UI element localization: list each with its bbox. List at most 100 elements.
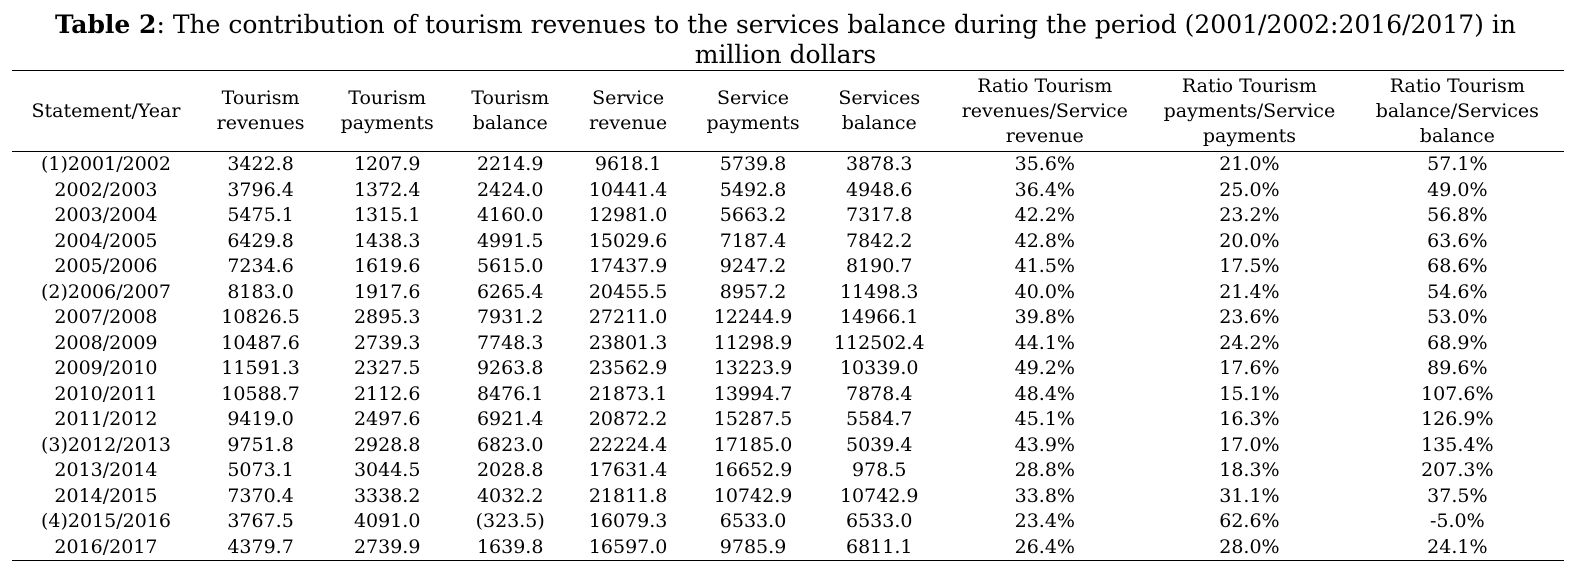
table-label: Table 2: [55, 10, 157, 39]
table-cell: 49.2%: [1014, 357, 1075, 380]
table-cell: 21.4%: [1219, 280, 1280, 303]
table-cell: 6921.4: [476, 408, 544, 431]
table-cell: 10441.4: [588, 178, 668, 201]
col-header-tourism-revenues: Tourism revenues: [199, 70, 322, 152]
table-row: 2003/2004 5475.1 1315.1 4160.0 12981.0 5663.2…: [12, 203, 1564, 229]
table-cell: 17.6%: [1219, 357, 1280, 380]
table-cell: 3796.4: [227, 178, 294, 201]
table-cell: 8476.1: [476, 382, 544, 405]
table-cell: 2739.9: [321, 534, 454, 561]
table-cell: 5584.7: [846, 408, 913, 431]
table-cell: 22224.4: [588, 433, 668, 456]
table-cell: 3767.5: [227, 510, 294, 533]
table-row: 2009/2010 11591.3 2327.5 9263.8 23562.9 13223…: [12, 356, 1564, 382]
table-cell: 10742.9: [713, 484, 793, 507]
table-cell: 15287.5: [713, 408, 793, 431]
table-cell-year: (1)2001/2002: [40, 153, 171, 176]
table-cell: 21873.1: [588, 382, 668, 405]
table-cell: 7842.2: [846, 229, 913, 252]
col-header-ratio-payments: Ratio Tourism payments/Service payments: [1148, 70, 1351, 152]
table-cell: 8957.2: [719, 280, 787, 303]
table-cell-year: 2008/2009: [54, 331, 158, 354]
table-cell: 2497.6: [353, 408, 421, 431]
table-cell: 25.0%: [1219, 178, 1280, 201]
table-cell: 14966.1: [839, 306, 919, 329]
table-cell: 11591.3: [221, 357, 300, 380]
table-cell: 6265.4: [476, 280, 544, 303]
table-row: 2005/2006 7234.6 1619.6 5615.0 17437.9 9247.2…: [12, 254, 1564, 280]
table-cell: 1372.4: [353, 178, 421, 201]
table-cell: 23801.3: [588, 331, 668, 354]
table-cell: 4160.0: [476, 204, 544, 227]
table-cell: 10487.6: [221, 331, 300, 354]
table-row: 2013/2014 5073.1 3044.5 2028.8 17631.4 16652.…: [12, 458, 1564, 484]
table-cell: 20.0%: [1219, 229, 1280, 252]
table-cell: 10588.7: [221, 382, 300, 405]
table-cell: 62.6%: [1219, 510, 1280, 533]
table-row: (3)2012/2013 9751.8 2928.8 6823.0 22224.4 171…: [12, 433, 1564, 459]
table-cell: 35.6%: [1014, 153, 1075, 176]
table-cell: 21811.8: [588, 484, 668, 507]
table-cell-year: 2013/2014: [54, 459, 158, 482]
table-cell: 5739.8: [719, 153, 787, 176]
table-title: : The contribution of tourism revenues t…: [156, 10, 1516, 69]
table-cell: 10339.0: [839, 357, 919, 380]
table-cell: 54.6%: [1427, 280, 1488, 303]
table-cell-year: 2003/2004: [54, 204, 158, 227]
table-cell: 12981.0: [588, 204, 668, 227]
table-cell: 26.4%: [941, 534, 1149, 561]
table-cell: 207.3%: [1421, 459, 1494, 482]
table-cell: 1917.6: [353, 280, 421, 303]
table-cell: 112502.4: [833, 331, 925, 354]
table-cell: 6533.0: [846, 510, 913, 533]
table-cell: 6823.0: [476, 433, 544, 456]
table-cell: -5.0%: [1429, 510, 1485, 533]
table-cell-year: 2004/2005: [54, 229, 158, 252]
table-cell: 1639.8: [453, 534, 568, 561]
table-cell: 41.5%: [1014, 255, 1075, 278]
table-cell: 8190.7: [846, 255, 913, 278]
table-cell: 6533.0: [719, 510, 787, 533]
table-cell: 68.6%: [1427, 255, 1488, 278]
table-cell: 13994.7: [713, 382, 793, 405]
table-cell-year: 2002/2003: [54, 178, 158, 201]
table-cell: 40.0%: [1014, 280, 1075, 303]
table-row: (2)2006/2007 8183.0 1917.6 6265.4 20455.5 895…: [12, 280, 1564, 306]
table-cell: 20872.2: [588, 408, 668, 431]
table-cell: 10742.9: [839, 484, 919, 507]
table-cell: 2214.9: [476, 153, 544, 176]
table-cell: 44.1%: [1014, 331, 1075, 354]
table-cell: 15.1%: [1219, 382, 1280, 405]
col-header-ratio-balance: Ratio Tourism balance/Services balance: [1350, 70, 1564, 152]
table-cell: 23.6%: [1219, 306, 1280, 329]
table-cell: 10826.5: [221, 306, 300, 329]
table-cell: 1207.9: [353, 153, 421, 176]
table-cell: 2739.3: [353, 331, 421, 354]
table-cell: 24.2%: [1219, 331, 1280, 354]
table-cell: 16.3%: [1219, 408, 1280, 431]
table-cell: 9263.8: [476, 357, 544, 380]
table-cell: 33.8%: [1014, 484, 1075, 507]
table-cell: 21.0%: [1219, 153, 1280, 176]
table-cell: 13223.9: [713, 357, 793, 380]
table-cell: 68.9%: [1427, 331, 1488, 354]
data-table: Statement/Year Tourism revenues Tourism …: [12, 70, 1564, 561]
table-row: 2016/2017 4379.7 2739.9 1639.8 16597.0 9785.9…: [12, 534, 1564, 561]
table-cell: 9751.8: [227, 433, 294, 456]
table-cell: 63.6%: [1427, 229, 1488, 252]
table-cell: 1315.1: [353, 204, 421, 227]
table-cell: 5475.1: [227, 204, 294, 227]
table-cell: 20455.5: [588, 280, 668, 303]
table-cell: 56.8%: [1427, 204, 1488, 227]
table-cell: 7234.6: [227, 255, 294, 278]
col-header-tourism-payments: Tourism payments: [321, 70, 454, 152]
table-caption: Table 2: The contribution of tourism rev…: [30, 0, 1541, 70]
table-cell: 107.6%: [1421, 382, 1494, 405]
table-row: 2011/2012 9419.0 2497.6 6921.4 20872.2 15287.…: [12, 407, 1564, 433]
table-cell: 17631.4: [588, 459, 668, 482]
table-cell-year: 2009/2010: [54, 357, 158, 380]
table-cell: 8183.0: [227, 280, 294, 303]
table-cell: 43.9%: [1014, 433, 1075, 456]
col-header-service-payments: Service payments: [688, 70, 818, 152]
table-cell-year: 2014/2015: [54, 484, 158, 507]
